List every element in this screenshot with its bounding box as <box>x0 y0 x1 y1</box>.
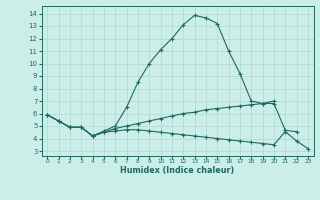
X-axis label: Humidex (Indice chaleur): Humidex (Indice chaleur) <box>120 166 235 175</box>
